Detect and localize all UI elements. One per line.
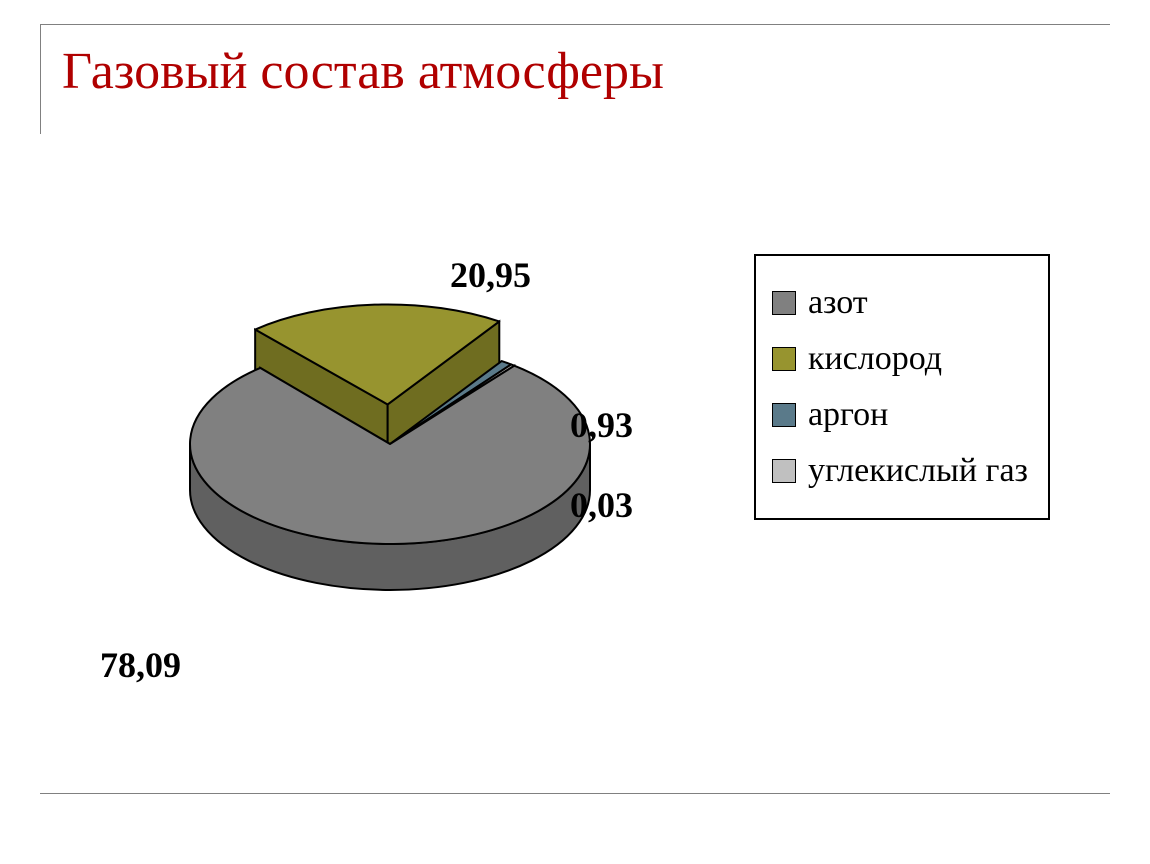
slide-frame: Газовый состав атмосферы 78,09 20,95 0,9… [40,24,1110,794]
legend-swatch-co2 [772,459,796,483]
pie-label-argon: 0,93 [570,404,633,446]
legend-swatch-nitrogen [772,291,796,315]
pie-legend: азот кислород аргон углекислый газ [754,254,1050,520]
legend-item-co2: углекислый газ [772,452,1028,490]
pie-graphic [160,264,680,669]
bottom-rule [40,793,1110,794]
legend-item-argon: аргон [772,396,1028,434]
legend-label-nitrogen: азот [808,284,868,322]
top-left-tick [40,24,41,134]
legend-label-argon: аргон [808,396,888,434]
legend-swatch-oxygen [772,347,796,371]
top-rule [40,24,1110,25]
legend-label-co2: углекислый газ [808,452,1028,490]
legend-item-nitrogen: азот [772,284,1028,322]
pie-label-co2: 0,03 [570,484,633,526]
legend-swatch-argon [772,403,796,427]
pie-label-nitrogen: 78,09 [100,644,181,686]
legend-item-oxygen: кислород [772,340,1028,378]
pie-label-oxygen: 20,95 [450,254,531,296]
pie-chart: 78,09 20,95 0,93 0,03 азот кислород арго… [40,144,1110,744]
slide-title: Газовый состав атмосферы [62,42,664,101]
legend-label-oxygen: кислород [808,340,942,378]
